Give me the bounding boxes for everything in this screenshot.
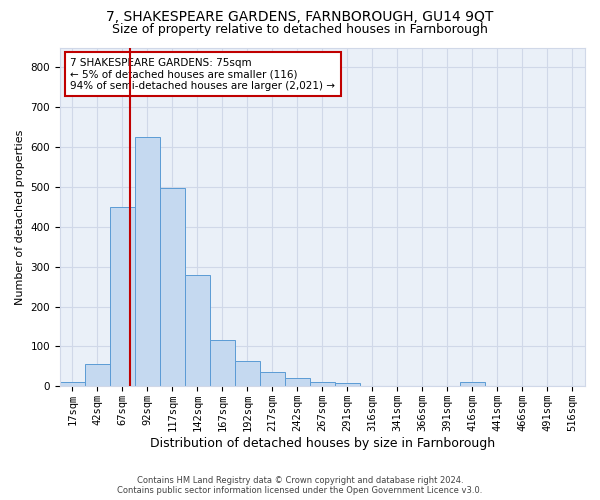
Bar (310, 382, 335, 386)
Bar (460, 382, 485, 386)
Text: 7 SHAKESPEARE GARDENS: 75sqm
← 5% of detached houses are smaller (116)
94% of se: 7 SHAKESPEARE GARDENS: 75sqm ← 5% of det… (70, 58, 335, 91)
Bar (85, 364, 110, 386)
Text: 7, SHAKESPEARE GARDENS, FARNBOROUGH, GU14 9QT: 7, SHAKESPEARE GARDENS, FARNBOROUGH, GU1… (106, 10, 494, 24)
Bar (210, 340, 235, 386)
Bar (60, 382, 85, 386)
Bar (235, 361, 260, 386)
Bar (285, 378, 310, 386)
Y-axis label: Number of detached properties: Number of detached properties (15, 129, 25, 304)
Text: Size of property relative to detached houses in Farnborough: Size of property relative to detached ho… (112, 22, 488, 36)
Bar (260, 372, 285, 386)
Text: Contains HM Land Registry data © Crown copyright and database right 2024.
Contai: Contains HM Land Registry data © Crown c… (118, 476, 482, 495)
Bar (335, 382, 360, 386)
Bar (160, 188, 185, 386)
Bar (135, 137, 160, 386)
Bar (185, 276, 210, 386)
X-axis label: Distribution of detached houses by size in Farnborough: Distribution of detached houses by size … (150, 437, 495, 450)
Bar (110, 207, 135, 386)
